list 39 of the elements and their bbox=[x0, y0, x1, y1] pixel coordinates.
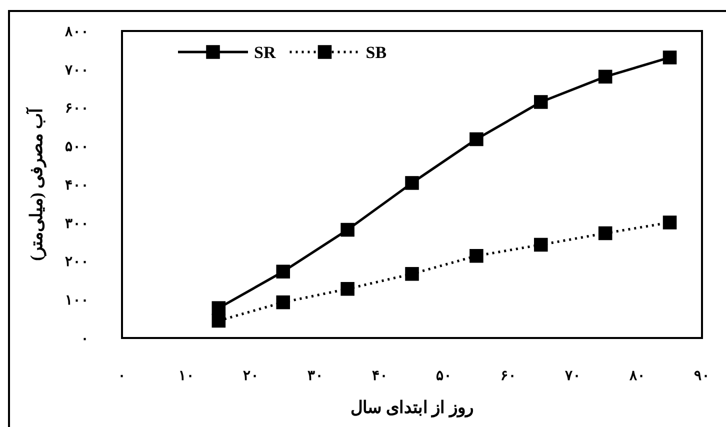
x-tick-label: ۰ bbox=[118, 368, 126, 384]
legend-label: SB bbox=[366, 42, 387, 62]
point bbox=[662, 50, 677, 64]
point bbox=[534, 238, 548, 252]
x-tick-label: ۷۰ bbox=[564, 368, 582, 384]
x-tick-label: ۶۰ bbox=[500, 368, 517, 384]
x-tick-label: ۳۰ bbox=[307, 368, 324, 384]
y-tick-label: ۵۰۰ bbox=[65, 140, 89, 156]
x-tick-label: ۱۰ bbox=[178, 368, 194, 384]
y-tick-label: ۶۰۰ bbox=[65, 102, 89, 117]
point bbox=[212, 314, 226, 328]
point bbox=[276, 295, 290, 310]
x-tick-label: ۹۰ bbox=[694, 368, 710, 384]
x-tick-label: ۵۰ bbox=[436, 368, 452, 384]
y-tick-label: ۳۰۰ bbox=[65, 216, 89, 232]
point bbox=[212, 301, 226, 315]
y-tick-label: ۴۰۰ bbox=[65, 178, 89, 194]
point bbox=[662, 216, 677, 230]
point bbox=[598, 226, 612, 240]
point bbox=[405, 176, 419, 190]
point bbox=[340, 222, 354, 237]
y-axis-title: آب مصرفی (میلی‌متر) bbox=[25, 107, 47, 261]
y-tick-label: ۱۰۰ bbox=[65, 294, 89, 309]
point bbox=[470, 248, 484, 263]
point bbox=[276, 264, 290, 279]
point bbox=[405, 267, 419, 281]
x-tick-label: ۴۰ bbox=[372, 368, 388, 384]
point bbox=[598, 70, 612, 84]
point bbox=[340, 282, 354, 296]
y-tick-label: ۲۰۰ bbox=[65, 255, 89, 270]
y-tick-label: ۷۰۰ bbox=[64, 63, 89, 78]
y-tick-label: ۸۰۰ bbox=[64, 24, 89, 40]
x-axis-title: روز از ابتدای سال bbox=[350, 398, 474, 418]
x-tick-label: ۸۰ bbox=[628, 368, 646, 384]
point bbox=[470, 132, 484, 146]
legend-label: SR bbox=[254, 42, 276, 62]
point bbox=[534, 95, 548, 109]
y-tick-label: ۰ bbox=[81, 332, 89, 347]
x-tick-label: ۲۰ bbox=[242, 368, 259, 384]
